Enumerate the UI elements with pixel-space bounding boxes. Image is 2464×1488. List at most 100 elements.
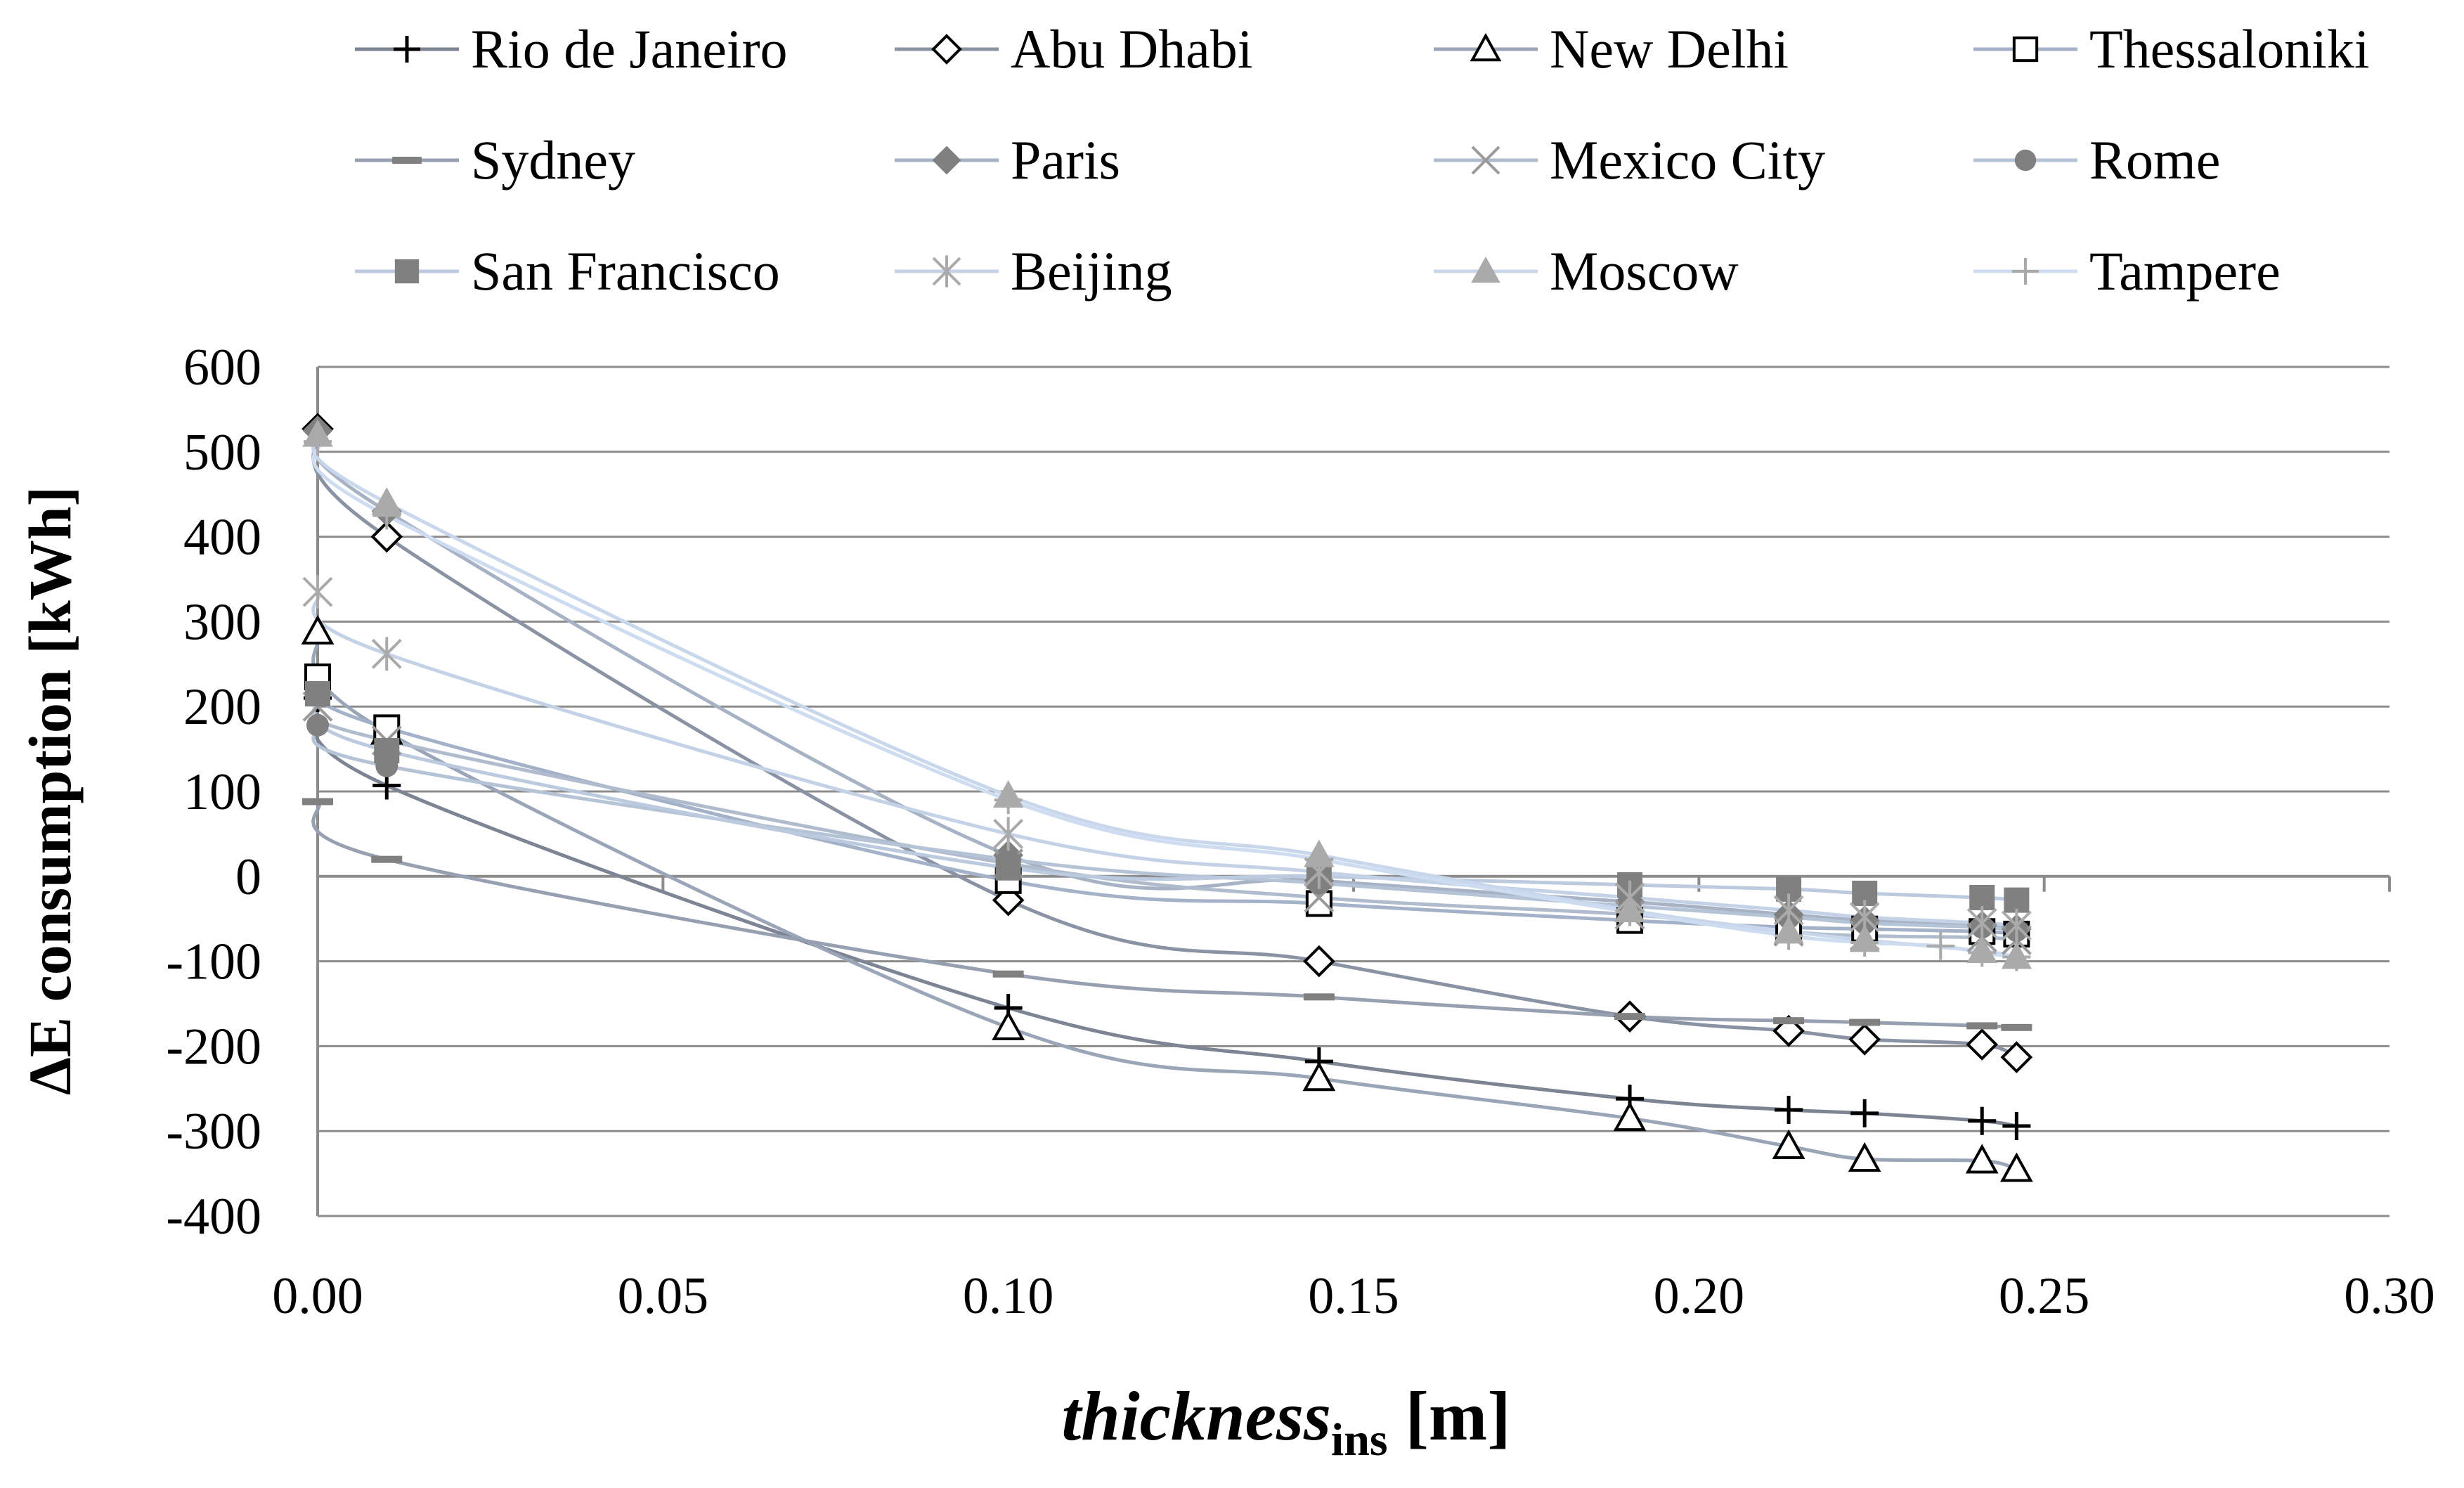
data-point-tampere [2002,943,2031,971]
legend-marker-san-francisco [394,259,420,284]
x-axis-title-main: thickness [1061,1377,1330,1455]
legend-marker-new-delhi [1470,32,1502,62]
legend-label-rome: Rome [2089,129,2220,190]
x-tick-label: 0.30 [2344,1267,2435,1325]
series-line-paris [311,429,2017,931]
data-point-new-delhi [1772,1129,1805,1159]
data-point-sydney [371,855,403,863]
data-point-tampere [372,501,401,530]
y-tick-label: -100 [166,933,261,991]
data-point-rio-de-janeiro [1775,1096,1803,1124]
y-tick-label: 600 [183,339,261,396]
y-tick-label: 100 [183,763,261,821]
data-point-abu-dhabi [370,520,403,553]
legend-item-beijing[interactable]: Beijing [895,240,1172,302]
legend-label-thessaloniki: Thessaloniki [2089,18,2370,79]
legend-label-tampere: Tampere [2089,240,2281,302]
legend-item-mexico-city[interactable]: Mexico City [1434,129,1825,190]
legend-label-san-francisco: San Francisco [471,240,780,302]
legend-item-san-francisco[interactable]: San Francisco [355,240,780,302]
legend-item-new-delhi[interactable]: New Delhi [1434,18,1789,79]
legend-label-mexico-city: Mexico City [1550,129,1825,190]
legend-label-paris: Paris [1011,129,1120,190]
legend-label-moscow: Moscow [1550,240,1739,302]
x-tick-label: 0.20 [1654,1267,1745,1325]
legend-item-rio-de-janeiro[interactable]: Rio de Janeiro [355,18,788,79]
data-point-sydney [1966,1022,1998,1030]
data-point-rome [306,713,329,737]
y-tick-label: 400 [183,509,261,567]
data-point-sydney [1303,993,1335,1001]
legend-marker-rome [2014,149,2037,172]
legend-marker-paris [932,145,961,175]
legend-label-sydney: Sydney [471,129,635,190]
data-point-sydney [992,970,1024,978]
data-point-san-francisco [995,855,1021,881]
data-point-san-francisco [1852,880,1878,906]
data-point-san-francisco [374,738,400,764]
data-point-new-delhi [992,1010,1025,1040]
data-point-tampere [1968,938,1997,967]
data-point-new-delhi [1965,1144,1999,1174]
legend-label-new-delhi: New Delhi [1550,18,1789,79]
x-tick-label: 0.25 [1999,1267,2090,1325]
y-tick-label: -400 [166,1188,261,1246]
x-axis-title-subscript: ins [1331,1414,1388,1466]
legend-item-paris[interactable]: Paris [895,129,1120,190]
data-point-sydney [1849,1018,1881,1026]
legend: Rio de Janeiro Abu Dhabi New Delhi Thessalo… [355,18,2370,302]
x-tick-labels: 0.00 0.05 0.10 0.15 0.20 0.25 0.30 [272,1267,2435,1325]
data-point-new-delhi [1848,1141,1881,1172]
data-point-rio-de-janeiro [1968,1106,1997,1135]
data-point-new-delhi [301,614,335,645]
y-tick-label: -300 [166,1103,261,1160]
legend-item-thessaloniki[interactable]: Thessaloniki [1973,18,2370,79]
data-point-tampere [1616,898,1645,926]
data-point-abu-dhabi [1848,1023,1881,1056]
legend-item-tampere[interactable]: Tampere [1973,240,2281,302]
legend-marker-sydney [392,157,422,164]
legend-item-rome[interactable]: Rome [1973,129,2220,190]
y-tick-label: -200 [166,1018,261,1075]
data-point-sydney [302,798,333,806]
x-axis-title-unit: [m] [1388,1377,1511,1455]
legend-marker-abu-dhabi [931,34,962,65]
data-point-rio-de-janeiro [2002,1111,2031,1140]
data-point-tampere [1850,929,1879,957]
legend-item-sydney[interactable]: Sydney [355,129,635,190]
legend-marker-thessaloniki [2012,36,2039,63]
data-point-abu-dhabi [992,884,1025,917]
data-point-rio-de-janeiro [1850,1099,1879,1127]
series-markers [301,413,2033,1182]
data-point-sydney [1614,1013,1646,1021]
series-line-thessaloniki [311,675,2017,936]
data-point-tampere [1926,931,1955,960]
data-point-beijing [2001,908,2032,943]
legend-label-abu-dhabi: Abu Dhabi [1011,18,1252,79]
y-axis-title: ΔE consumption [kWh] [16,486,84,1095]
legend-marker-rio-de-janeiro [394,36,420,63]
y-tick-label: 200 [183,678,261,736]
data-point-sydney [1773,1017,1805,1025]
data-point-beijing [371,637,402,671]
data-point-thessaloniki [373,714,401,742]
data-point-sydney [2001,1023,2032,1031]
x-axis-title: thicknessins [m] [1061,1377,1510,1466]
legend-item-moscow[interactable]: Moscow [1434,240,1739,302]
data-point-san-francisco [2004,887,2030,913]
legend-item-abu-dhabi[interactable]: Abu Dhabi [895,18,1252,79]
legend-marker-mexico-city [1471,145,1500,175]
data-point-san-francisco [1969,885,1995,910]
data-point-san-francisco [305,681,330,707]
series-line-tampere [311,440,2017,959]
data-point-tampere [1304,845,1333,874]
y-tick-label: 500 [183,424,261,481]
data-point-tampere [1775,921,1803,950]
x-tick-label: 0.00 [272,1267,363,1325]
y-tick-label: 0 [235,848,261,906]
series-line-mexico-city [311,704,2017,942]
data-point-new-delhi [1999,1152,2033,1182]
data-point-beijing [302,575,333,609]
series-lines [311,427,2018,1171]
